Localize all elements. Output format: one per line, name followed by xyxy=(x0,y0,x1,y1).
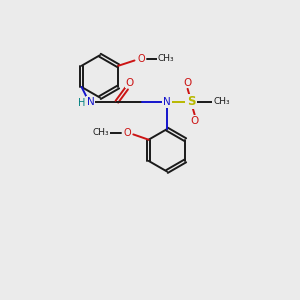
Text: H: H xyxy=(79,98,86,108)
Text: N: N xyxy=(86,97,94,107)
Text: O: O xyxy=(125,78,134,88)
Text: N: N xyxy=(163,97,171,107)
FancyBboxPatch shape xyxy=(185,96,197,108)
Text: S: S xyxy=(187,95,195,108)
Text: CH₃: CH₃ xyxy=(213,97,230,106)
Text: CH₃: CH₃ xyxy=(158,54,175,63)
Text: O: O xyxy=(137,54,145,64)
Text: O: O xyxy=(123,128,130,138)
Text: O: O xyxy=(190,116,199,126)
Text: CH₃: CH₃ xyxy=(93,128,109,137)
Text: O: O xyxy=(184,78,192,88)
